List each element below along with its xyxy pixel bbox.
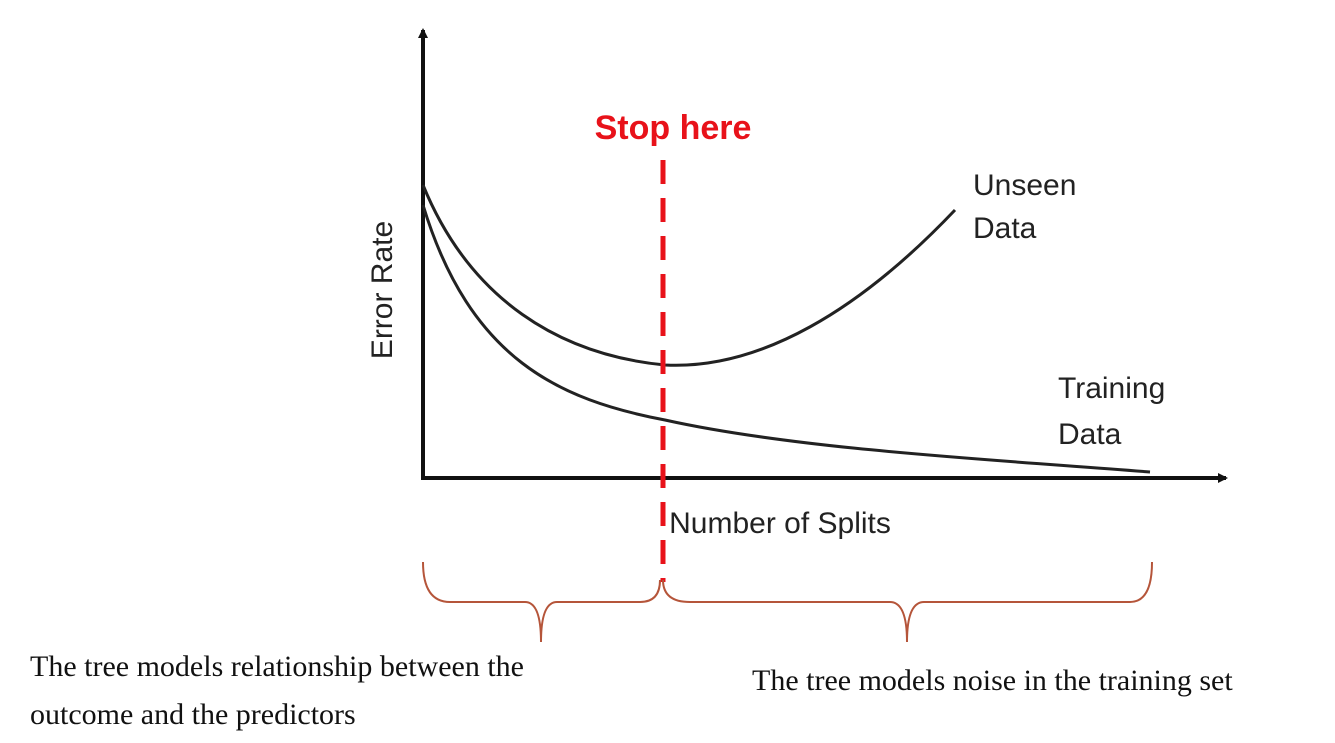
right-brace: [662, 561, 1153, 643]
training-curve: [421, 204, 1151, 474]
left-caption: The tree models relationship between the: [30, 650, 524, 683]
stop-label: Stop here: [595, 109, 752, 147]
left-caption: outcome and the predictors: [30, 698, 356, 731]
left-brace: [422, 561, 661, 643]
unseen-label: Unseen: [973, 169, 1076, 202]
training-label: Training: [1058, 372, 1165, 405]
x-axis-label: Number of Splits: [669, 507, 891, 540]
training-label: Data: [1058, 418, 1122, 451]
y-axis-label: Error Rate: [366, 221, 399, 359]
unseen-curve: [421, 184, 957, 367]
right-caption: The tree models noise in the training se…: [752, 664, 1233, 697]
unseen-label: Data: [973, 212, 1037, 245]
